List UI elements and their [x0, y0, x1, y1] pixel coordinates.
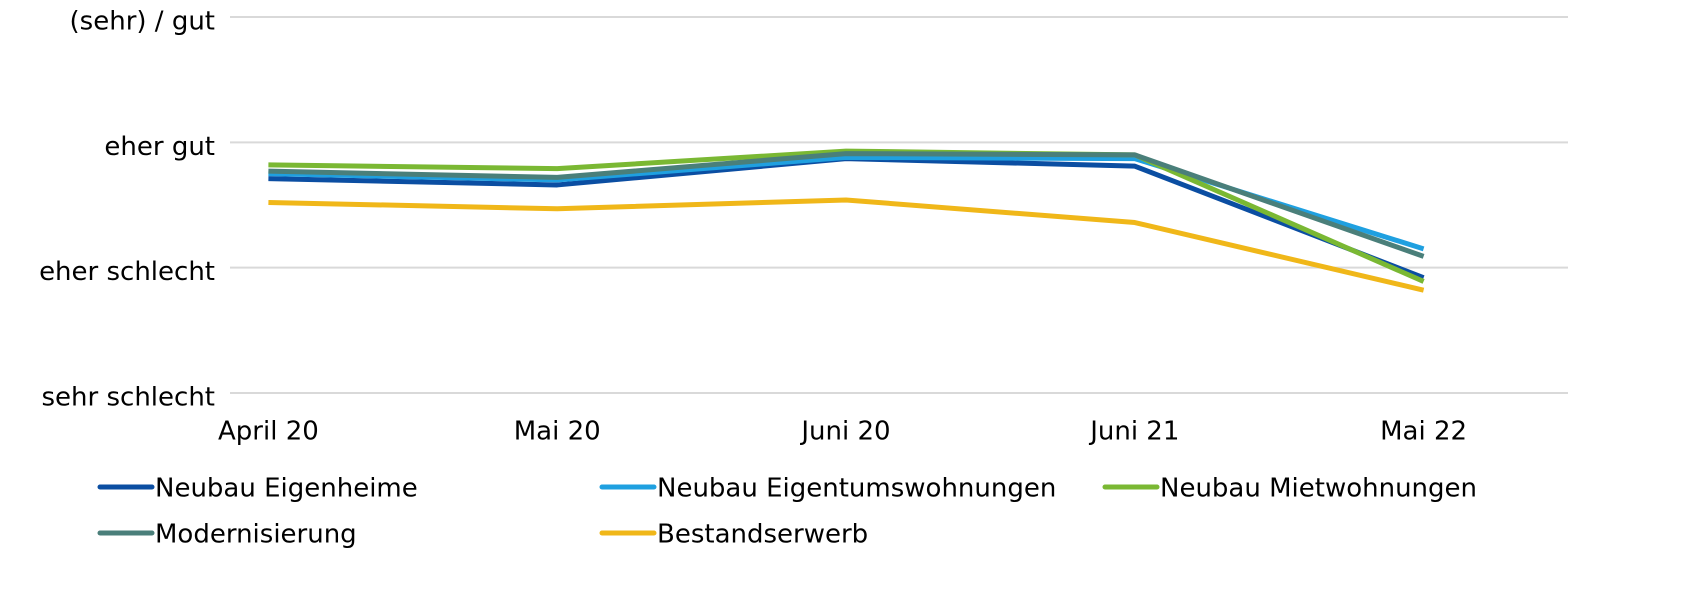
x-tick-label: Mai 20 [514, 417, 601, 447]
y-tick-label: sehr schlecht [42, 383, 215, 413]
x-tick-label: Mai 22 [1380, 417, 1467, 447]
legend-label: Neubau Eigenheime [155, 474, 418, 504]
legend-label: Neubau Eigentumswohnungen [657, 474, 1056, 504]
x-tick-label: Juni 21 [1088, 417, 1179, 447]
x-tick-label: April 20 [218, 417, 319, 447]
series-line [268, 151, 1425, 259]
legend-label: Bestandserwerb [657, 520, 868, 550]
x-tick-label: Juni 20 [799, 417, 890, 447]
series-line [268, 148, 1425, 284]
legend-label: Modernisierung [155, 520, 357, 550]
legend-label: Neubau Mietwohnungen [1160, 474, 1477, 504]
y-tick-label: eher gut [104, 132, 215, 162]
series-line [268, 197, 1425, 293]
y-tick-label: (sehr) / gut [70, 7, 215, 37]
y-tick-label: eher schlecht [39, 257, 215, 287]
